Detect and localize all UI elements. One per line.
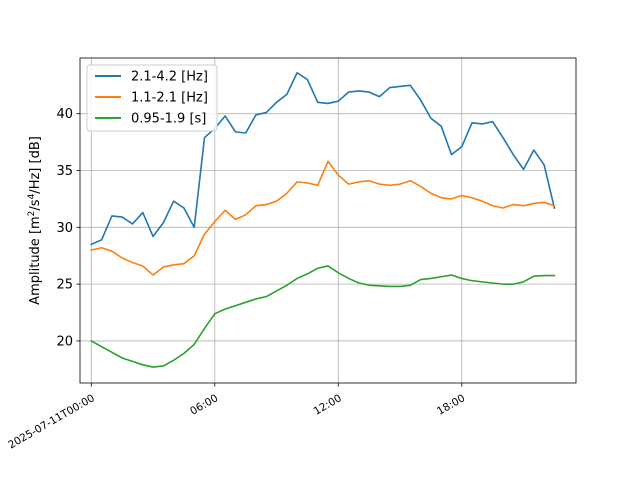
y-tick-label-3: 35 (56, 164, 73, 179)
y-axis-label-exp2: 4 (27, 193, 37, 199)
series-lines (90, 71, 556, 368)
y-tick-label-1: 25 (56, 278, 73, 293)
y-axis-label-exp1: 2 (27, 211, 37, 217)
legend-label-0: 2.1-4.2 [Hz] (131, 70, 208, 85)
series-line-1 (90, 160, 556, 276)
legend-label-1: 1.1-2.1 [Hz] (131, 91, 208, 106)
y-axis-label-main: Amplitude [m (28, 216, 43, 305)
y-axis-label-mid: /s (28, 199, 43, 210)
y-axis-label: Amplitude [m2/s4/Hz] [dB] (27, 136, 43, 305)
series-line-0 (90, 71, 556, 246)
plot-frame (79, 57, 577, 384)
legend-label-2: 0.95-1.9 [s] (131, 112, 206, 127)
y-tick-label-2: 30 (56, 221, 73, 236)
y-tick-label-0: 20 (56, 334, 73, 349)
series-line-2 (90, 265, 556, 368)
y-tick-label-4: 40 (56, 107, 73, 122)
y-axis-label-end: /Hz] [dB] (28, 136, 43, 194)
legend: 2.1-4.2 [Hz] 1.1-2.1 [Hz] 0.95-1.9 [s] (86, 64, 218, 132)
legend-box (86, 64, 218, 132)
grid (80, 58, 576, 383)
